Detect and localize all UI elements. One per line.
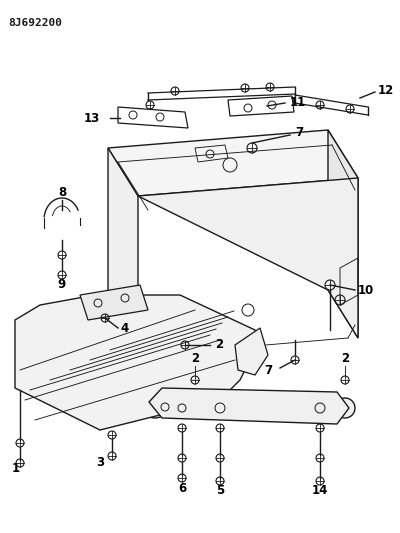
Text: 2: 2 xyxy=(215,338,223,351)
Polygon shape xyxy=(80,285,148,320)
Text: 1: 1 xyxy=(12,462,20,474)
Polygon shape xyxy=(328,130,358,338)
Text: 14: 14 xyxy=(312,483,328,497)
Polygon shape xyxy=(108,148,138,355)
Text: 12: 12 xyxy=(378,84,394,96)
Text: 7: 7 xyxy=(264,364,272,376)
Text: 8: 8 xyxy=(58,187,66,199)
Text: 10: 10 xyxy=(358,284,374,296)
Polygon shape xyxy=(108,130,358,196)
Polygon shape xyxy=(149,388,349,424)
Text: 6: 6 xyxy=(178,481,186,495)
Polygon shape xyxy=(235,328,268,375)
Text: 2: 2 xyxy=(191,351,199,365)
Text: 3: 3 xyxy=(96,456,104,469)
Circle shape xyxy=(141,390,169,418)
Text: 9: 9 xyxy=(58,279,66,292)
Text: 11: 11 xyxy=(290,96,306,109)
Text: 8J692200: 8J692200 xyxy=(8,18,62,28)
Text: 4: 4 xyxy=(120,321,128,335)
Text: 13: 13 xyxy=(84,111,100,125)
Text: 7: 7 xyxy=(295,126,303,140)
Circle shape xyxy=(335,398,355,418)
Polygon shape xyxy=(15,295,255,430)
Text: 2: 2 xyxy=(341,351,349,365)
Text: 5: 5 xyxy=(216,483,224,497)
Polygon shape xyxy=(138,178,358,338)
